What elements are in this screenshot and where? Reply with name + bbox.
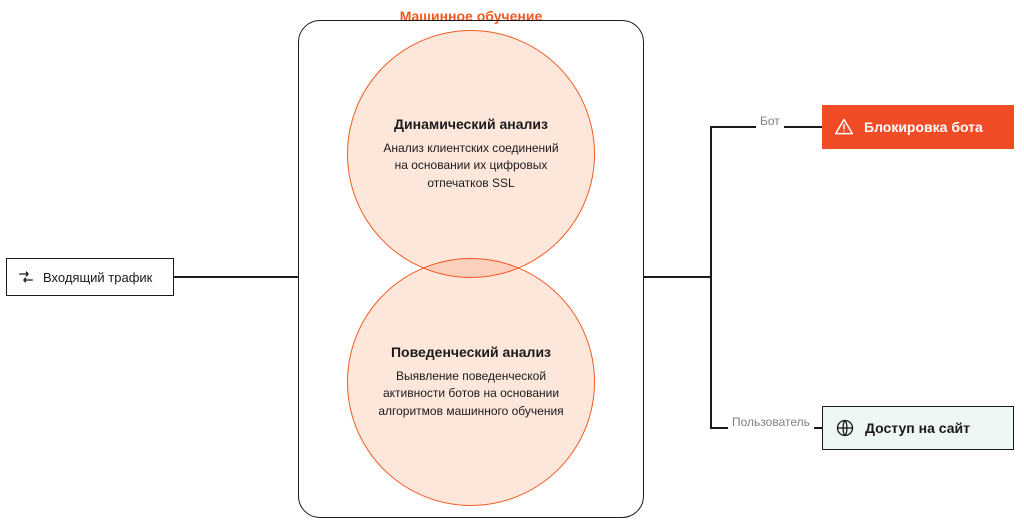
- diagram-canvas: Входящий трафик Машинное обучение Динами…: [0, 0, 1024, 530]
- behavioral-analysis-title: Поведенческий анализ: [391, 344, 551, 360]
- incoming-traffic-box: Входящий трафик: [6, 258, 174, 296]
- dynamic-analysis-desc: Анализ клиентских соединений на основани…: [376, 140, 566, 192]
- block-bot-box: Блокировка бота: [822, 105, 1014, 149]
- allow-access-box: Доступ на сайт: [822, 406, 1014, 450]
- traffic-arrows-icon: [17, 268, 35, 286]
- dynamic-analysis-circle: Динамический анализ Анализ клиентских со…: [347, 30, 595, 278]
- edge-label-user: Пользователь: [728, 415, 814, 429]
- connector-ml-out: [644, 276, 710, 278]
- globe-icon: [835, 418, 855, 438]
- behavioral-analysis-circle: Поведенческий анализ Выявление поведенче…: [347, 258, 595, 506]
- incoming-traffic-label: Входящий трафик: [43, 270, 152, 285]
- block-bot-label: Блокировка бота: [864, 119, 983, 135]
- alert-triangle-icon: [834, 117, 854, 137]
- connector-branch-vertical: [710, 126, 712, 428]
- edge-label-bot: Бот: [756, 114, 784, 128]
- allow-access-label: Доступ на сайт: [865, 420, 970, 436]
- behavioral-analysis-desc: Выявление поведенческой активности ботов…: [376, 368, 566, 420]
- connector-input-ml: [174, 276, 298, 278]
- dynamic-analysis-title: Динамический анализ: [394, 116, 548, 132]
